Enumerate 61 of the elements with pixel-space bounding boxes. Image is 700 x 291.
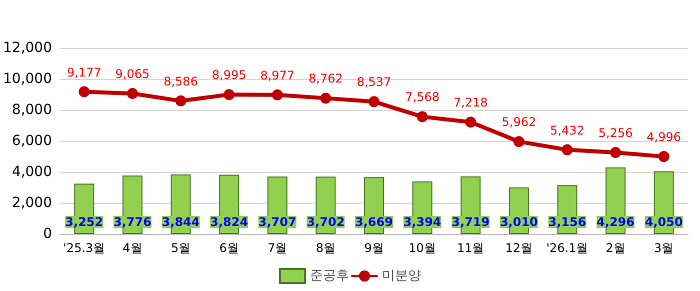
y-tick-label: 12,000 bbox=[3, 40, 52, 56]
point bbox=[610, 147, 622, 158]
y-tick-label: 10,000 bbox=[3, 71, 52, 87]
data-label: 3,252 bbox=[65, 215, 104, 229]
data-label: 4,050 bbox=[644, 215, 683, 229]
x-tick-label: 11월 bbox=[456, 241, 484, 255]
data-label: 3,394 bbox=[403, 215, 442, 229]
point bbox=[416, 111, 428, 122]
data-label: 7,568 bbox=[405, 90, 440, 104]
data-label: 3,776 bbox=[113, 215, 152, 229]
y-tick-label: 6,000 bbox=[12, 133, 52, 149]
x-tick-label: '26.1월 bbox=[546, 241, 588, 255]
point bbox=[126, 88, 138, 99]
x-tick-label: 7월 bbox=[268, 241, 288, 255]
data-label: 3,156 bbox=[548, 215, 586, 229]
data-label: 3,719 bbox=[452, 215, 490, 229]
data-label: 3,844 bbox=[162, 215, 200, 229]
x-tick-label: 10월 bbox=[408, 241, 436, 255]
data-label: 9,177 bbox=[66, 65, 102, 80]
data-label: 8,586 bbox=[164, 74, 198, 88]
data-label: 8,977 bbox=[260, 68, 295, 82]
legend-label: 준공후 bbox=[310, 268, 349, 284]
data-label: 3,010 bbox=[500, 215, 538, 229]
data-label: 4,996 bbox=[646, 130, 682, 144]
data-label: 4,296 bbox=[596, 215, 635, 229]
data-label: 5,962 bbox=[502, 115, 536, 130]
x-tick-label: 12월 bbox=[505, 241, 533, 255]
point bbox=[465, 116, 476, 128]
x-tick-label: 9월 bbox=[364, 241, 384, 255]
x-tick-label: '25.3월 bbox=[63, 241, 106, 255]
x-tick-label: 6월 bbox=[219, 241, 239, 255]
data-label: 8,537 bbox=[356, 75, 392, 90]
point bbox=[658, 151, 670, 162]
data-label: 5,256 bbox=[598, 126, 633, 140]
y-tick-label: 4,000 bbox=[12, 164, 52, 180]
x-tick-label: 8월 bbox=[316, 241, 336, 255]
point bbox=[513, 136, 524, 148]
x-tick-label: 4월 bbox=[122, 241, 142, 255]
point bbox=[175, 95, 186, 106]
data-label: 3,669 bbox=[355, 215, 393, 229]
y-tick-label: 2,000 bbox=[12, 195, 52, 211]
x-tick-label: 5월 bbox=[170, 241, 191, 255]
legend-label: 미분양 bbox=[382, 268, 421, 284]
data-label: 7,218 bbox=[453, 96, 488, 110]
data-label: 3,707 bbox=[258, 215, 296, 229]
y-tick-label: 0 bbox=[43, 226, 52, 242]
y-tick-label: 8,000 bbox=[12, 102, 52, 118]
data-label: 9,065 bbox=[115, 66, 150, 81]
point bbox=[272, 89, 283, 100]
data-label: 5,432 bbox=[550, 123, 584, 138]
point bbox=[78, 86, 90, 98]
data-label: 3,702 bbox=[306, 215, 345, 229]
point bbox=[562, 144, 573, 156]
data-label: 8,762 bbox=[308, 72, 343, 86]
x-tick-label: 3월 bbox=[654, 241, 674, 255]
point bbox=[320, 92, 332, 104]
point bbox=[224, 89, 235, 100]
point bbox=[368, 96, 380, 108]
data-label: 3,824 bbox=[210, 215, 248, 229]
x-tick-label: 2월 bbox=[606, 241, 626, 255]
data-label: 8,995 bbox=[212, 68, 246, 82]
